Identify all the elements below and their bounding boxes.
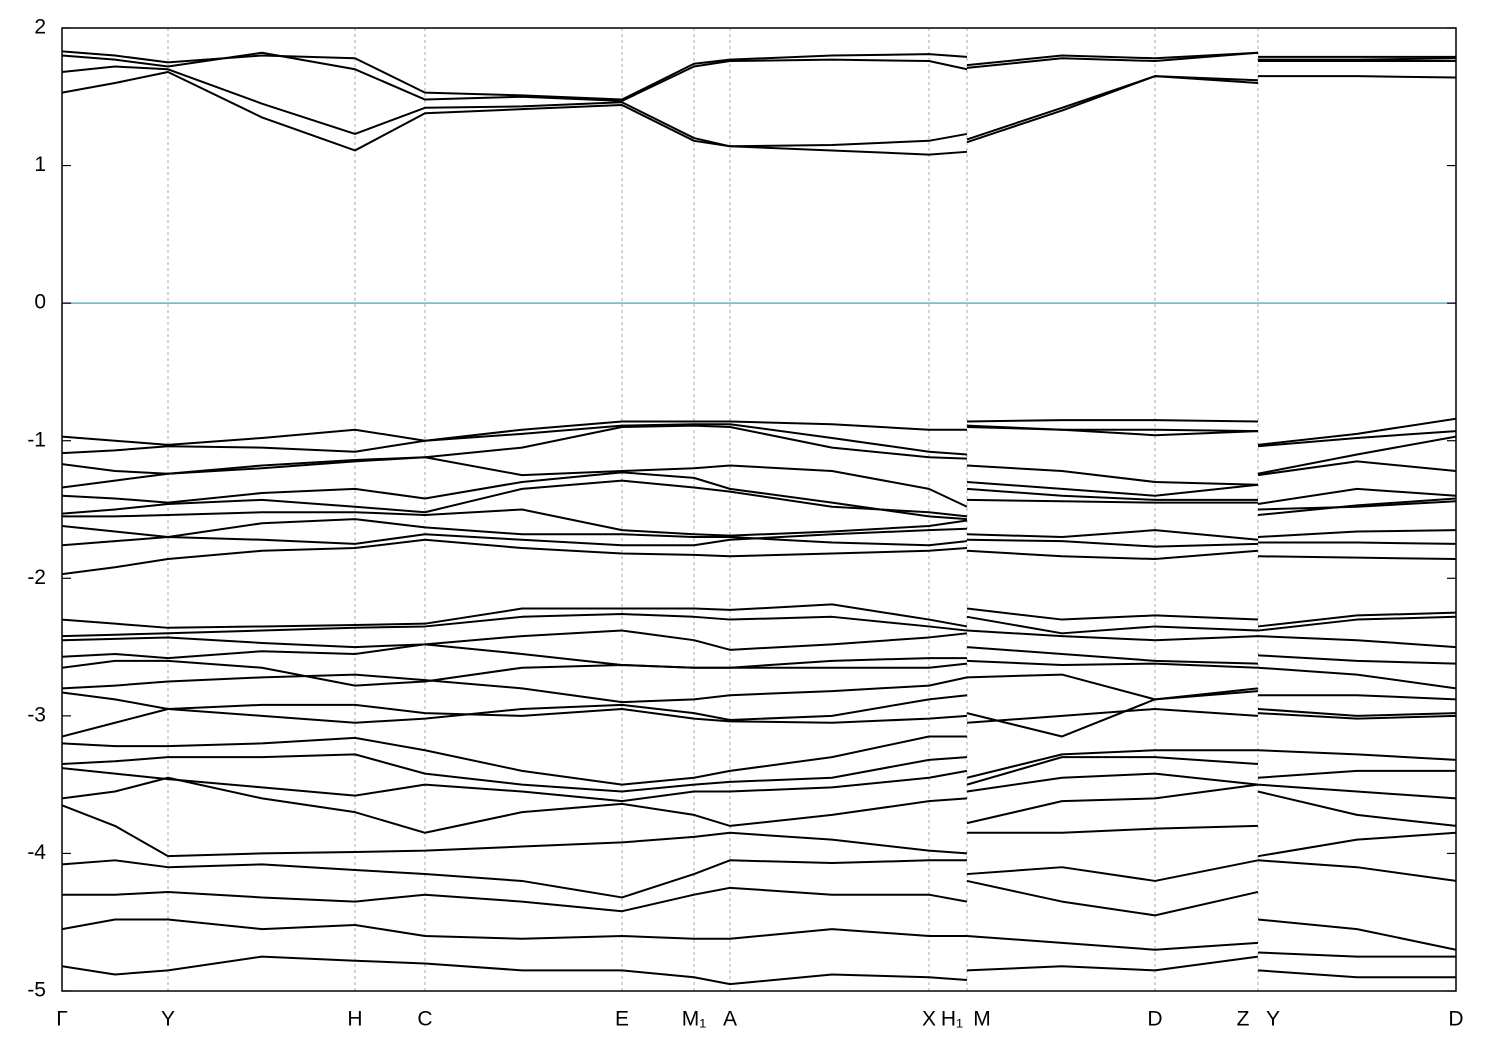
y-tick-label: -1 bbox=[27, 428, 46, 451]
y-tick-label: -3 bbox=[27, 703, 46, 726]
x-tick-label: Y bbox=[1266, 1008, 1280, 1031]
x-tick-label: E bbox=[615, 1008, 629, 1031]
x-tick-label: C bbox=[417, 1008, 432, 1031]
x-tick-label: H bbox=[347, 1008, 362, 1031]
x-tick-label: D bbox=[1448, 1008, 1463, 1031]
band-line bbox=[62, 538, 1456, 576]
band-line bbox=[62, 804, 1456, 858]
band-line bbox=[62, 71, 1456, 156]
band-line bbox=[62, 955, 1456, 986]
x-tick-label: M bbox=[973, 1008, 991, 1031]
y-tick-label: -5 bbox=[27, 979, 46, 1002]
band-line bbox=[62, 518, 1456, 547]
band-line bbox=[62, 423, 1456, 456]
band-line bbox=[62, 51, 1456, 102]
y-tick-label: -2 bbox=[27, 566, 46, 589]
band-line bbox=[62, 643, 1456, 669]
x-tick-label: A bbox=[723, 1008, 737, 1031]
band-line bbox=[62, 497, 1456, 537]
x-tick-label: H₁ bbox=[941, 1008, 963, 1031]
y-tick-label: 1 bbox=[34, 153, 46, 176]
band-line bbox=[62, 479, 1456, 518]
y-tick-label: 2 bbox=[34, 16, 46, 39]
band-line bbox=[62, 60, 1456, 148]
band-line bbox=[62, 690, 1456, 738]
x-tick-label: Z bbox=[1237, 1008, 1250, 1031]
x-tick-label: Y bbox=[161, 1008, 175, 1031]
plot-frame bbox=[61, 27, 1457, 992]
y-tick-label: -4 bbox=[27, 841, 46, 864]
band-line bbox=[62, 629, 1456, 651]
band-line bbox=[62, 767, 1456, 803]
band-line bbox=[62, 879, 1456, 951]
x-tick-label: M₁ bbox=[682, 1008, 707, 1031]
band-line bbox=[62, 673, 1456, 704]
band-line bbox=[62, 753, 1456, 793]
band-line bbox=[62, 613, 1456, 638]
band-line bbox=[62, 50, 1456, 101]
band-line bbox=[62, 918, 1456, 958]
band-line bbox=[62, 659, 1456, 690]
grid-layer bbox=[62, 28, 1456, 991]
band-line bbox=[62, 417, 1456, 446]
y-tick-label: 0 bbox=[34, 291, 46, 314]
band-line bbox=[62, 776, 1456, 834]
band-line bbox=[62, 527, 1456, 548]
x-tick-label: D bbox=[1147, 1008, 1162, 1031]
bands-layer bbox=[62, 50, 1456, 986]
band-line bbox=[62, 703, 1456, 738]
x-tick-label: Γ bbox=[56, 1008, 68, 1031]
band-line bbox=[62, 603, 1456, 629]
x-tick-label: X bbox=[922, 1008, 936, 1031]
band-line bbox=[62, 735, 1456, 786]
band-line bbox=[62, 859, 1456, 899]
band-line bbox=[62, 456, 1456, 508]
band-line bbox=[62, 471, 1456, 521]
